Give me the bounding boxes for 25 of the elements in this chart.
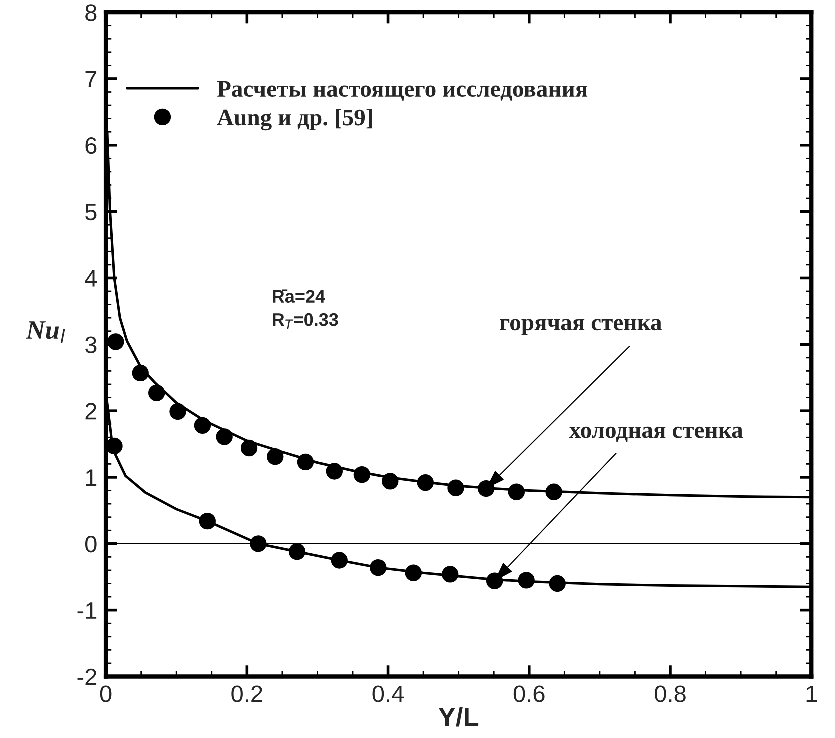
legend-label: Aung и др. [59]	[217, 109, 372, 131]
x-tick-label: 1	[806, 686, 818, 702]
y-tick-label: 2	[86, 403, 97, 420]
annotation: горячая стенка	[500, 319, 662, 336]
x-tick-label: 0.2	[232, 686, 262, 702]
annotation: холодная стенка	[569, 426, 744, 442]
y-tick-label: 3	[85, 336, 97, 354]
legend-label: Расчеты настоящего исследования	[217, 81, 588, 101]
y-tick-label: 1	[86, 470, 97, 486]
x-tick-label: 0.6	[514, 686, 545, 702]
y-tick-label: 4	[85, 270, 98, 287]
y-tick-label: 0	[86, 536, 97, 553]
y-tick-label: -2	[78, 668, 97, 686]
x-tick-label: 0.4	[372, 686, 404, 702]
y-tick-label: 6	[86, 137, 97, 154]
y-tick-label: 8	[86, 4, 97, 22]
x-tick-label: 0	[100, 686, 112, 702]
x-axis-title: Y/L	[438, 707, 479, 727]
annotation: R$_{T}$=0.33	[273, 313, 338, 329]
y-tick-label: 7	[86, 71, 97, 88]
y-tick-label: 5	[86, 204, 97, 221]
x-tick-label: 0.8	[655, 686, 686, 702]
y-axis-title: Nu$_{l}$	[26, 322, 66, 344]
y-tick-label: -1	[78, 602, 97, 619]
annotation: R̄a=24	[273, 290, 326, 303]
